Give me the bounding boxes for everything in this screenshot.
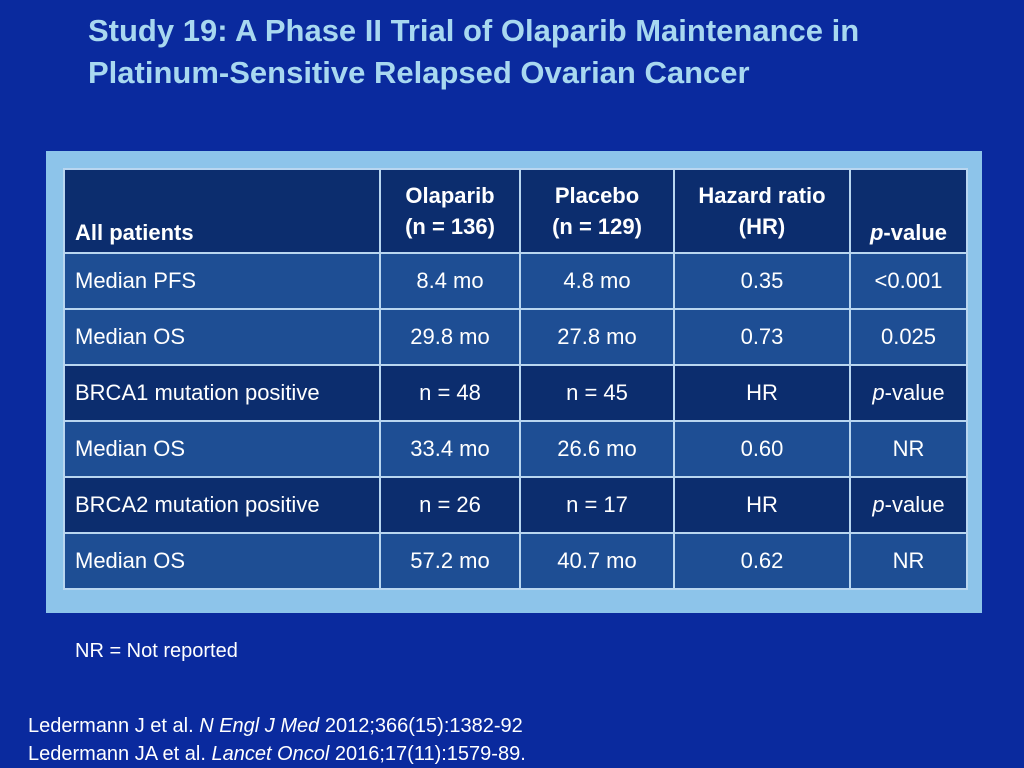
header-placebo: Placebo (n = 129) <box>519 168 675 254</box>
cell-olaparib: 57.2 mo <box>379 532 521 590</box>
table-row: Median PFS 8.4 mo 4.8 mo 0.35 <0.001 <box>63 252 968 310</box>
row-label: Median OS <box>63 532 381 590</box>
cell-placebo: n = 45 <box>519 364 675 422</box>
header-hazard-ratio: Hazard ratio (HR) <box>673 168 851 254</box>
cell-placebo: 26.6 mo <box>519 420 675 478</box>
header-p-italic: p <box>869 220 884 245</box>
reference: Ledermann JA et al. Lancet Oncol 2016;17… <box>28 740 526 768</box>
reference-journal: Lancet Oncol <box>211 743 330 765</box>
cell-hazard-ratio: 0.62 <box>673 532 851 590</box>
header-placebo-name: Placebo <box>554 183 640 208</box>
table-row: BRCA2 mutation positive n = 26 n = 17 HR… <box>63 476 968 534</box>
cell-p-value: NR <box>849 532 968 590</box>
slide-title: Study 19: A Phase II Trial of Olaparib M… <box>88 13 860 90</box>
header-p-rest: -value <box>883 220 948 245</box>
cell-hazard-ratio: 0.73 <box>673 308 851 366</box>
p-italic: p <box>872 492 885 517</box>
header-placebo-n: (n = 129) <box>552 214 642 239</box>
cell-hazard-ratio: 0.60 <box>673 420 851 478</box>
cell-hazard-ratio: 0.35 <box>673 252 851 310</box>
header-p-value: p-value <box>849 168 968 254</box>
table-header-row: All patients Olaparib (n = 136) Placebo … <box>63 168 968 254</box>
row-label: BRCA1 mutation positive <box>63 364 381 422</box>
reference-authors: Ledermann JA et al. <box>28 743 212 765</box>
references: Ledermann J et al. N Engl J Med 2012;366… <box>28 712 526 768</box>
table-row: BRCA1 mutation positive n = 48 n = 45 HR… <box>63 364 968 422</box>
reference-journal: N Engl J Med <box>199 715 320 737</box>
cell-p-value: p-value <box>849 364 968 422</box>
p-rest: -value <box>884 492 945 517</box>
header-hazard-ratio-abbr: (HR) <box>738 214 786 239</box>
header-olaparib-name: Olaparib <box>405 183 495 208</box>
header-olaparib: Olaparib (n = 136) <box>379 168 521 254</box>
cell-p-value: 0.025 <box>849 308 968 366</box>
header-olaparib-n: (n = 136) <box>405 214 495 239</box>
row-label: BRCA2 mutation positive <box>63 476 381 534</box>
cell-olaparib: 29.8 mo <box>379 308 521 366</box>
reference: Ledermann J et al. N Engl J Med 2012;366… <box>28 712 526 740</box>
cell-placebo: 4.8 mo <box>519 252 675 310</box>
cell-placebo: 27.8 mo <box>519 308 675 366</box>
reference-citation: 2012;366(15):1382-92 <box>319 715 523 737</box>
table-row: Median OS 29.8 mo 27.8 mo 0.73 0.025 <box>63 308 968 366</box>
reference-citation: 2016;17(11):1579-89. <box>329 743 526 765</box>
footnote: NR = Not reported <box>75 640 238 662</box>
cell-p-value: p-value <box>849 476 968 534</box>
row-label: Median OS <box>63 308 381 366</box>
table-row: Median OS 33.4 mo 26.6 mo 0.60 NR <box>63 420 968 478</box>
table-row: Median OS 57.2 mo 40.7 mo 0.62 NR <box>63 532 968 590</box>
reference-authors: Ledermann J et al. <box>28 715 200 737</box>
cell-placebo: n = 17 <box>519 476 675 534</box>
cell-p-value: <0.001 <box>849 252 968 310</box>
header-all-patients: All patients <box>63 168 381 254</box>
cell-olaparib: 33.4 mo <box>379 420 521 478</box>
cell-olaparib: 8.4 mo <box>379 252 521 310</box>
cell-hazard-ratio: HR <box>673 476 851 534</box>
cell-hazard-ratio: HR <box>673 364 851 422</box>
cell-placebo: 40.7 mo <box>519 532 675 590</box>
row-label: Median OS <box>63 420 381 478</box>
row-label: Median PFS <box>63 252 381 310</box>
p-rest: -value <box>884 380 945 405</box>
p-italic: p <box>872 380 885 405</box>
results-table: All patients Olaparib (n = 136) Placebo … <box>63 168 968 590</box>
cell-olaparib: n = 48 <box>379 364 521 422</box>
cell-p-value: NR <box>849 420 968 478</box>
header-hazard-ratio-name: Hazard ratio <box>698 183 826 208</box>
cell-olaparib: n = 26 <box>379 476 521 534</box>
